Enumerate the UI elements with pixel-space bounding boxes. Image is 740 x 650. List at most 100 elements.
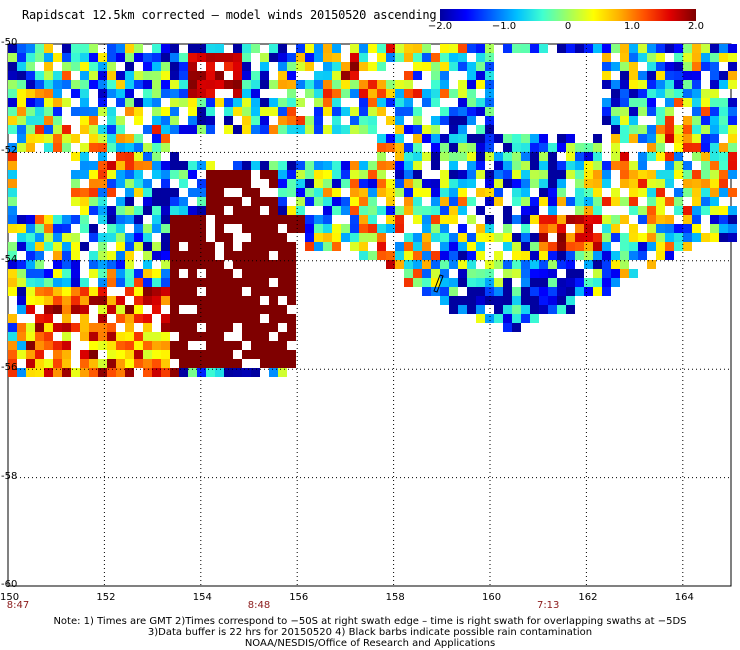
- wind-cell: [44, 314, 53, 323]
- wind-cell: [26, 125, 35, 134]
- wind-cell: [719, 224, 728, 233]
- wind-cell: [152, 350, 161, 359]
- wind-cell: [467, 89, 476, 98]
- wind-cell: [143, 98, 152, 107]
- wind-cell: [539, 44, 548, 53]
- wind-cell: [251, 323, 260, 332]
- colorbar-step: [651, 9, 653, 21]
- wind-cell: [377, 62, 386, 71]
- colorbar-step: [584, 9, 586, 21]
- colorbar-step: [485, 9, 487, 21]
- wind-cell: [80, 206, 89, 215]
- wind-cell: [35, 287, 44, 296]
- wind-cell: [125, 179, 134, 188]
- wind-cell: [602, 224, 611, 233]
- wind-cell: [206, 206, 215, 215]
- wind-cell: [431, 134, 440, 143]
- wind-cell: [305, 125, 314, 134]
- wind-cell: [458, 224, 467, 233]
- wind-cell: [269, 179, 278, 188]
- wind-cell: [62, 278, 71, 287]
- wind-cell: [431, 233, 440, 242]
- wind-cell: [98, 206, 107, 215]
- wind-cell: [161, 215, 170, 224]
- wind-cell: [494, 134, 503, 143]
- wind-cell: [107, 233, 116, 242]
- wind-cell: [629, 89, 638, 98]
- wind-cell: [521, 296, 530, 305]
- wind-cell: [170, 323, 179, 332]
- colorbar-step: [556, 9, 558, 21]
- wind-cell: [152, 206, 161, 215]
- wind-cell: [521, 170, 530, 179]
- wind-cell: [116, 242, 125, 251]
- wind-cell: [188, 350, 197, 359]
- colorbar-step: [553, 9, 555, 21]
- colorbar-step: [635, 9, 637, 21]
- wind-cell: [269, 368, 278, 377]
- wind-cell: [107, 143, 116, 152]
- colorbar-step: [615, 9, 617, 21]
- wind-cell: [377, 170, 386, 179]
- wind-cell: [251, 368, 260, 377]
- wind-cell: [494, 251, 503, 260]
- wind-cell: [107, 89, 116, 98]
- wind-cell: [188, 215, 197, 224]
- colorbar-step: [581, 9, 583, 21]
- wind-cell: [440, 233, 449, 242]
- wind-cell: [188, 368, 197, 377]
- wind-cell: [602, 233, 611, 242]
- colorbar-step: [478, 9, 480, 21]
- wind-cell: [548, 269, 557, 278]
- wind-cell: [449, 116, 458, 125]
- wind-cell: [638, 206, 647, 215]
- wind-cell: [539, 224, 548, 233]
- wind-cell: [404, 188, 413, 197]
- wind-cell: [350, 161, 359, 170]
- colorbar-step: [491, 9, 493, 21]
- wind-cell: [611, 161, 620, 170]
- wind-cell: [62, 260, 71, 269]
- wind-cell: [134, 305, 143, 314]
- wind-cell: [359, 188, 368, 197]
- wind-cell: [332, 125, 341, 134]
- wind-cell: [332, 98, 341, 107]
- wind-cell: [683, 71, 692, 80]
- colorbar-step: [610, 9, 612, 21]
- wind-cell: [134, 341, 143, 350]
- wind-cell: [674, 161, 683, 170]
- wind-cell: [170, 152, 179, 161]
- wind-cell: [638, 80, 647, 89]
- wind-cell: [269, 53, 278, 62]
- wind-cell: [458, 152, 467, 161]
- longitude-label: 162: [578, 592, 598, 603]
- wind-cell: [629, 188, 638, 197]
- wind-cell: [170, 251, 179, 260]
- colorbar-step: [649, 9, 651, 21]
- wind-cell: [476, 242, 485, 251]
- wind-cell: [188, 44, 197, 53]
- wind-cell: [98, 80, 107, 89]
- wind-cell: [512, 161, 521, 170]
- wind-cell: [485, 287, 494, 296]
- wind-cell: [89, 170, 98, 179]
- wind-cell: [422, 278, 431, 287]
- colorbar-step: [692, 9, 694, 21]
- colorbar-step: [539, 9, 541, 21]
- wind-cell: [512, 233, 521, 242]
- wind-cell: [350, 89, 359, 98]
- wind-cell: [35, 341, 44, 350]
- wind-cell: [368, 107, 377, 116]
- wind-cell: [728, 152, 737, 161]
- wind-cell: [242, 125, 251, 134]
- wind-cell: [314, 116, 323, 125]
- colorbar-step: [481, 9, 483, 21]
- wind-cell: [17, 44, 26, 53]
- wind-cell: [377, 224, 386, 233]
- wind-cell: [125, 260, 134, 269]
- wind-cell: [260, 170, 269, 179]
- colorbar-step: [580, 9, 582, 21]
- wind-cell: [692, 143, 701, 152]
- wind-cell: [485, 53, 494, 62]
- wind-cell: [620, 98, 629, 107]
